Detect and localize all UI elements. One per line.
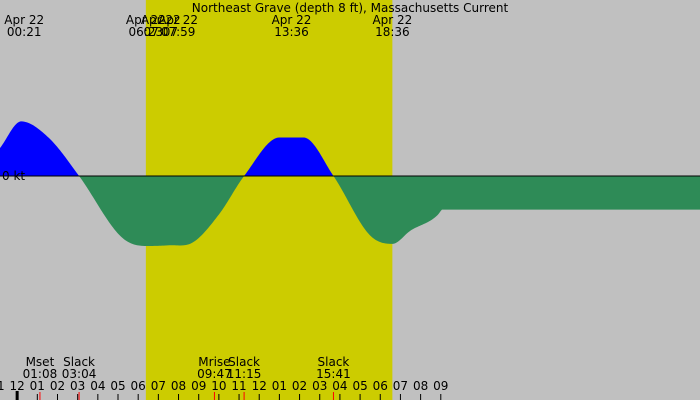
x-tick-label: 09 xyxy=(191,379,206,393)
top-event-date: Apr 22 xyxy=(4,13,44,27)
x-tick-label: 12 xyxy=(252,379,267,393)
bottom-event-time: 11:15 xyxy=(227,367,262,381)
bottom-event-time: 15:41 xyxy=(316,367,351,381)
bottom-event-time: 09:47 xyxy=(197,367,232,381)
x-tick-label: 01 xyxy=(30,379,45,393)
bottom-event-time: 03:04 xyxy=(62,367,97,381)
x-tick-label: 06 xyxy=(131,379,146,393)
x-tick-label: 03 xyxy=(70,379,85,393)
top-event-time: 00:21 xyxy=(7,25,42,39)
x-tick-label: 12 xyxy=(10,379,25,393)
top-event-time: 07:07 xyxy=(143,25,178,39)
ebb-area xyxy=(0,176,700,246)
bottom-event-label: Mset xyxy=(26,355,55,369)
x-tick-label: 05 xyxy=(352,379,367,393)
top-event-time: 13:36 xyxy=(274,25,309,39)
x-tick-label: 08 xyxy=(171,379,186,393)
top-event-time: 06:23 xyxy=(129,25,164,39)
top-event-date: Apr 22 xyxy=(158,13,198,27)
bottom-event-label: Slack xyxy=(318,355,350,369)
top-event-date: Apr 22 xyxy=(372,13,412,27)
x-tick-label: 03 xyxy=(312,379,327,393)
chart-title: Northeast Grave (depth 8 ft), Massachuse… xyxy=(192,1,509,15)
x-axis: 11 12 01 02 03 04 05 06 07 08 09 10 11 12 01 02 03 04 05 06… xyxy=(0,379,448,400)
top-event-time: 18:36 xyxy=(375,25,410,39)
bottom-event-time: 01:08 xyxy=(23,367,58,381)
x-tick-label: 04 xyxy=(90,379,105,393)
top-event-time: 07:59 xyxy=(161,25,196,39)
x-tick-label: 01 xyxy=(272,379,287,393)
y-unit-label: 0 kt xyxy=(2,169,25,183)
x-tick-label: 04 xyxy=(332,379,347,393)
flood-area xyxy=(0,121,700,176)
x-tick-label: 02 xyxy=(292,379,307,393)
x-tick-label: 06 xyxy=(373,379,388,393)
top-event-date: Apr 22 xyxy=(141,13,181,27)
bottom-event-label: Slack xyxy=(228,355,260,369)
x-tick-label: 05 xyxy=(110,379,125,393)
x-tick-label: 10 xyxy=(211,379,226,393)
top-event-date: Apr 22 xyxy=(126,13,166,27)
top-event-date: Apr 22 xyxy=(272,13,312,27)
x-tick-label: 09 xyxy=(433,379,448,393)
bottom-event-label: Slack xyxy=(63,355,95,369)
x-tick-label: 08 xyxy=(413,379,428,393)
bottom-event-label: Mrise xyxy=(198,355,230,369)
x-tick-label: 11 xyxy=(231,379,246,393)
x-tick-label: 07 xyxy=(151,379,166,393)
bottom-events: Mset01:08Slack03:04Mrise09:47Slack11:15S… xyxy=(23,355,351,400)
x-tick-label: 07 xyxy=(393,379,408,393)
x-tick-label: 02 xyxy=(50,379,65,393)
x-tick-label: 11 xyxy=(0,379,5,393)
